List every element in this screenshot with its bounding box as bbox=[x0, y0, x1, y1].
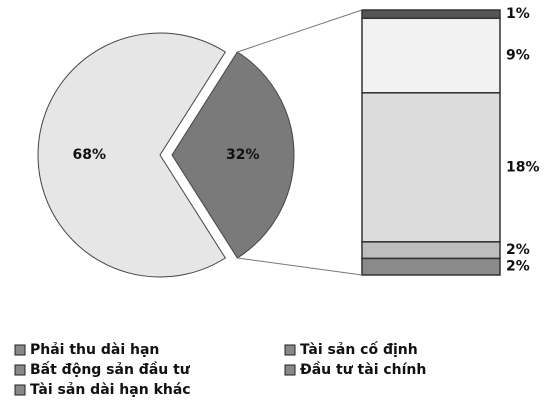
legend-swatch bbox=[284, 344, 296, 356]
pie-label: 68% bbox=[72, 147, 106, 163]
legend-swatch bbox=[284, 364, 296, 376]
legend-label: Phải thu dài hạn bbox=[30, 342, 159, 358]
legend-label: Tài sản dài hạn khác bbox=[30, 382, 191, 398]
bar-segment bbox=[361, 17, 501, 94]
pie-slice bbox=[37, 32, 227, 278]
legend-label: Tài sản cố định bbox=[300, 341, 418, 358]
bar-segment bbox=[361, 257, 501, 276]
connector bbox=[237, 257, 363, 276]
legend-label: Bất động sản đầu tư bbox=[30, 361, 191, 378]
connector bbox=[237, 9, 363, 53]
legend-swatch bbox=[14, 384, 26, 396]
bar-label: 2% bbox=[506, 242, 530, 258]
legend-swatch bbox=[14, 344, 26, 356]
bar-label: 2% bbox=[506, 259, 530, 275]
bar-label: 18% bbox=[506, 159, 540, 175]
legend-label: Đầu tư tài chính bbox=[300, 361, 426, 378]
bar-label: 9% bbox=[506, 48, 530, 64]
bar-segment bbox=[361, 9, 501, 20]
pie-label: 32% bbox=[226, 147, 260, 163]
bar-segment bbox=[361, 92, 501, 243]
legend-swatch bbox=[14, 364, 26, 376]
bar-segment bbox=[361, 241, 501, 260]
pie-slice bbox=[171, 51, 295, 259]
bar-label: 1% bbox=[506, 6, 530, 22]
